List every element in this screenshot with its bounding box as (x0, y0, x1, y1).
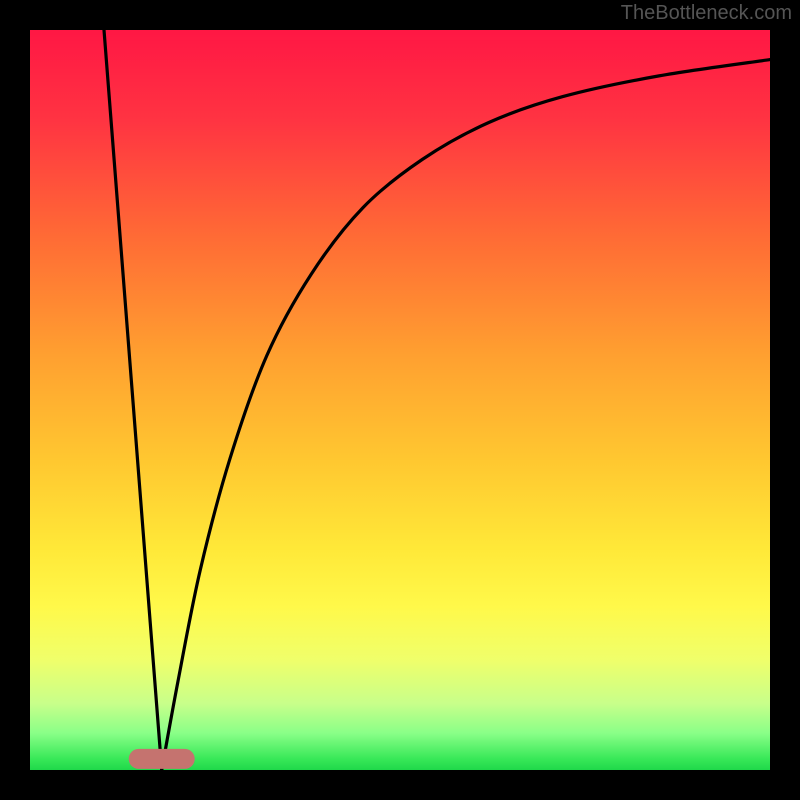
bottleneck-marker (129, 749, 195, 769)
bottleneck-chart (0, 0, 800, 800)
chart-container: TheBottleneck.com (0, 0, 800, 800)
plot-background (30, 30, 770, 770)
watermark-text: TheBottleneck.com (621, 2, 792, 25)
